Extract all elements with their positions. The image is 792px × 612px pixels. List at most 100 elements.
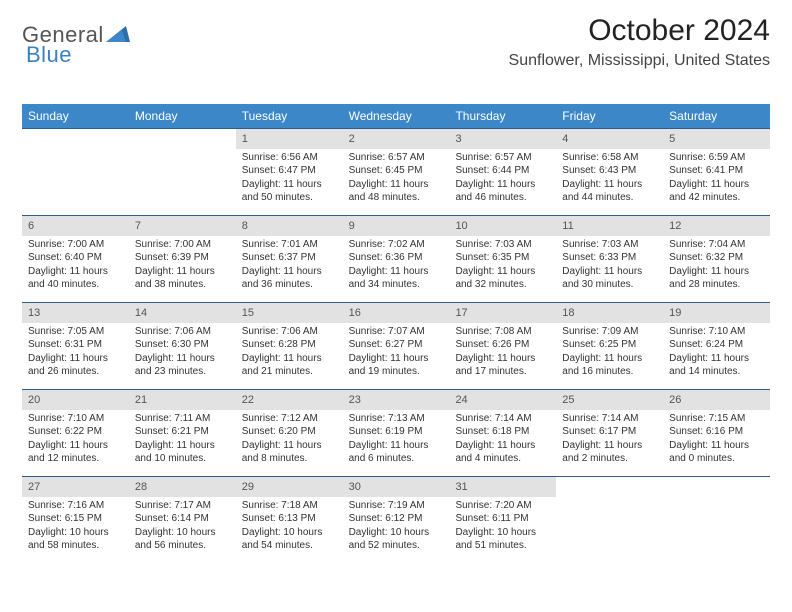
day-body: Sunrise: 7:01 AMSunset: 6:37 PMDaylight:…	[236, 236, 343, 296]
dow-header: Wednesday	[343, 104, 450, 128]
daylight-text: Daylight: 11 hours and 23 minutes.	[135, 352, 230, 379]
day-body: Sunrise: 7:16 AMSunset: 6:15 PMDaylight:…	[22, 497, 129, 557]
location-subtitle: Sunflower, Mississippi, United States	[509, 52, 770, 70]
sunrise-text: Sunrise: 7:18 AM	[242, 499, 337, 513]
sunrise-text: Sunrise: 7:03 AM	[562, 238, 657, 252]
title-block: October 2024 Sunflower, Mississippi, Uni…	[509, 14, 770, 70]
day-body: Sunrise: 7:06 AMSunset: 6:30 PMDaylight:…	[129, 323, 236, 383]
calendar-day: 25Sunrise: 7:14 AMSunset: 6:17 PMDayligh…	[556, 390, 663, 476]
day-number: 9	[343, 216, 450, 236]
daylight-text: Daylight: 11 hours and 16 minutes.	[562, 352, 657, 379]
day-body: Sunrise: 7:13 AMSunset: 6:19 PMDaylight:…	[343, 410, 450, 470]
sunrise-text: Sunrise: 7:10 AM	[28, 412, 123, 426]
sunset-text: Sunset: 6:26 PM	[455, 338, 550, 352]
day-number: 16	[343, 303, 450, 323]
day-number: 28	[129, 477, 236, 497]
daylight-text: Daylight: 11 hours and 40 minutes.	[28, 265, 123, 292]
sunrise-text: Sunrise: 7:03 AM	[455, 238, 550, 252]
dow-header: Monday	[129, 104, 236, 128]
day-body	[663, 497, 770, 503]
day-body: Sunrise: 7:19 AMSunset: 6:12 PMDaylight:…	[343, 497, 450, 557]
day-body: Sunrise: 7:20 AMSunset: 6:11 PMDaylight:…	[449, 497, 556, 557]
daylight-text: Daylight: 11 hours and 34 minutes.	[349, 265, 444, 292]
day-number: 18	[556, 303, 663, 323]
sunrise-text: Sunrise: 7:06 AM	[135, 325, 230, 339]
day-body: Sunrise: 6:57 AMSunset: 6:44 PMDaylight:…	[449, 149, 556, 209]
day-body: Sunrise: 7:10 AMSunset: 6:24 PMDaylight:…	[663, 323, 770, 383]
day-number	[663, 477, 770, 497]
day-number: 24	[449, 390, 556, 410]
calendar-day: 26Sunrise: 7:15 AMSunset: 6:16 PMDayligh…	[663, 390, 770, 476]
daylight-text: Daylight: 11 hours and 32 minutes.	[455, 265, 550, 292]
day-number: 1	[236, 129, 343, 149]
day-body: Sunrise: 7:07 AMSunset: 6:27 PMDaylight:…	[343, 323, 450, 383]
sunrise-text: Sunrise: 7:19 AM	[349, 499, 444, 513]
sunset-text: Sunset: 6:35 PM	[455, 251, 550, 265]
calendar-day	[556, 477, 663, 563]
calendar-day: 16Sunrise: 7:07 AMSunset: 6:27 PMDayligh…	[343, 303, 450, 389]
day-number: 20	[22, 390, 129, 410]
calendar-day: 11Sunrise: 7:03 AMSunset: 6:33 PMDayligh…	[556, 216, 663, 302]
daylight-text: Daylight: 11 hours and 30 minutes.	[562, 265, 657, 292]
daylight-text: Daylight: 11 hours and 21 minutes.	[242, 352, 337, 379]
day-body	[22, 149, 129, 155]
sunrise-text: Sunrise: 7:14 AM	[562, 412, 657, 426]
sunrise-text: Sunrise: 7:20 AM	[455, 499, 550, 513]
day-number: 17	[449, 303, 556, 323]
daylight-text: Daylight: 11 hours and 17 minutes.	[455, 352, 550, 379]
day-number: 19	[663, 303, 770, 323]
day-body: Sunrise: 7:03 AMSunset: 6:33 PMDaylight:…	[556, 236, 663, 296]
day-number: 31	[449, 477, 556, 497]
dow-header: Friday	[556, 104, 663, 128]
daylight-text: Daylight: 11 hours and 46 minutes.	[455, 178, 550, 205]
sunrise-text: Sunrise: 7:10 AM	[669, 325, 764, 339]
day-number: 26	[663, 390, 770, 410]
calendar-day: 31Sunrise: 7:20 AMSunset: 6:11 PMDayligh…	[449, 477, 556, 563]
sunset-text: Sunset: 6:16 PM	[669, 425, 764, 439]
sunrise-text: Sunrise: 7:00 AM	[135, 238, 230, 252]
calendar-day: 19Sunrise: 7:10 AMSunset: 6:24 PMDayligh…	[663, 303, 770, 389]
sunset-text: Sunset: 6:30 PM	[135, 338, 230, 352]
day-body: Sunrise: 7:02 AMSunset: 6:36 PMDaylight:…	[343, 236, 450, 296]
sunset-text: Sunset: 6:11 PM	[455, 512, 550, 526]
calendar-day: 6Sunrise: 7:00 AMSunset: 6:40 PMDaylight…	[22, 216, 129, 302]
daylight-text: Daylight: 10 hours and 52 minutes.	[349, 526, 444, 553]
sunset-text: Sunset: 6:17 PM	[562, 425, 657, 439]
sunset-text: Sunset: 6:24 PM	[669, 338, 764, 352]
sunset-text: Sunset: 6:37 PM	[242, 251, 337, 265]
day-number: 13	[22, 303, 129, 323]
calendar-week: 1Sunrise: 6:56 AMSunset: 6:47 PMDaylight…	[22, 128, 770, 215]
daylight-text: Daylight: 11 hours and 28 minutes.	[669, 265, 764, 292]
sunrise-text: Sunrise: 7:06 AM	[242, 325, 337, 339]
day-body: Sunrise: 7:05 AMSunset: 6:31 PMDaylight:…	[22, 323, 129, 383]
day-body: Sunrise: 7:14 AMSunset: 6:18 PMDaylight:…	[449, 410, 556, 470]
calendar-day: 7Sunrise: 7:00 AMSunset: 6:39 PMDaylight…	[129, 216, 236, 302]
daylight-text: Daylight: 11 hours and 48 minutes.	[349, 178, 444, 205]
daylight-text: Daylight: 10 hours and 54 minutes.	[242, 526, 337, 553]
calendar-week: 27Sunrise: 7:16 AMSunset: 6:15 PMDayligh…	[22, 476, 770, 563]
sunrise-text: Sunrise: 6:58 AM	[562, 151, 657, 165]
sunrise-text: Sunrise: 7:08 AM	[455, 325, 550, 339]
calendar-day: 2Sunrise: 6:57 AMSunset: 6:45 PMDaylight…	[343, 129, 450, 215]
day-number: 27	[22, 477, 129, 497]
sunset-text: Sunset: 6:18 PM	[455, 425, 550, 439]
day-body: Sunrise: 7:14 AMSunset: 6:17 PMDaylight:…	[556, 410, 663, 470]
day-body: Sunrise: 7:18 AMSunset: 6:13 PMDaylight:…	[236, 497, 343, 557]
sunset-text: Sunset: 6:39 PM	[135, 251, 230, 265]
daylight-text: Daylight: 11 hours and 42 minutes.	[669, 178, 764, 205]
sunrise-text: Sunrise: 7:12 AM	[242, 412, 337, 426]
daylight-text: Daylight: 11 hours and 36 minutes.	[242, 265, 337, 292]
sunrise-text: Sunrise: 7:04 AM	[669, 238, 764, 252]
logo-triangle-icon	[106, 24, 130, 47]
day-body: Sunrise: 7:00 AMSunset: 6:40 PMDaylight:…	[22, 236, 129, 296]
day-body: Sunrise: 7:04 AMSunset: 6:32 PMDaylight:…	[663, 236, 770, 296]
calendar-day	[22, 129, 129, 215]
day-body: Sunrise: 7:10 AMSunset: 6:22 PMDaylight:…	[22, 410, 129, 470]
day-number: 14	[129, 303, 236, 323]
sunset-text: Sunset: 6:20 PM	[242, 425, 337, 439]
calendar-day: 15Sunrise: 7:06 AMSunset: 6:28 PMDayligh…	[236, 303, 343, 389]
day-number: 4	[556, 129, 663, 149]
day-body: Sunrise: 7:09 AMSunset: 6:25 PMDaylight:…	[556, 323, 663, 383]
sunrise-text: Sunrise: 7:11 AM	[135, 412, 230, 426]
dow-header: Saturday	[663, 104, 770, 128]
